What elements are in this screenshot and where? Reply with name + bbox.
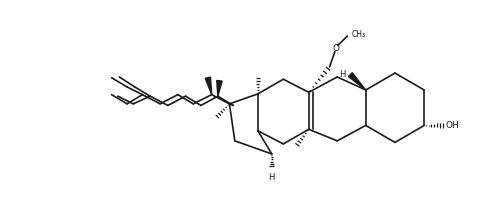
Polygon shape <box>205 77 212 95</box>
Text: H: H <box>269 173 275 182</box>
Text: OH: OH <box>446 121 459 130</box>
Text: O: O <box>333 44 340 53</box>
Polygon shape <box>217 80 222 96</box>
Text: CH₃: CH₃ <box>352 30 366 39</box>
Text: H: H <box>339 70 346 79</box>
Polygon shape <box>348 73 366 90</box>
